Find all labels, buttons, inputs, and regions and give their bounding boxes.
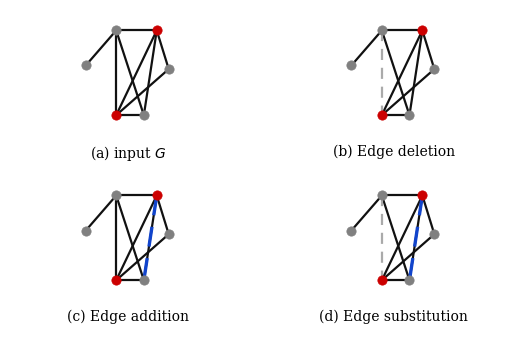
Point [112, 28, 121, 33]
Point [140, 277, 148, 283]
Point [418, 28, 426, 33]
Point [377, 113, 386, 118]
Point [81, 228, 90, 233]
Point [164, 232, 173, 237]
Point [377, 193, 386, 198]
Point [112, 193, 121, 198]
Text: (c) Edge addition: (c) Edge addition [67, 309, 189, 324]
Point [347, 63, 355, 68]
Text: (b) Edge deletion: (b) Edge deletion [333, 144, 455, 159]
Text: (d) Edge substitution: (d) Edge substitution [319, 309, 468, 324]
Point [405, 113, 413, 118]
Point [418, 193, 426, 198]
Point [81, 63, 90, 68]
Point [112, 113, 121, 118]
Point [430, 66, 438, 72]
Point [140, 113, 148, 118]
Point [347, 228, 355, 233]
Point [430, 232, 438, 237]
Point [152, 28, 161, 33]
Point [112, 277, 121, 283]
Point [377, 277, 386, 283]
Point [164, 66, 173, 72]
Point [405, 277, 413, 283]
Text: (a) input $G$: (a) input $G$ [90, 144, 167, 163]
Point [152, 193, 161, 198]
Point [377, 28, 386, 33]
